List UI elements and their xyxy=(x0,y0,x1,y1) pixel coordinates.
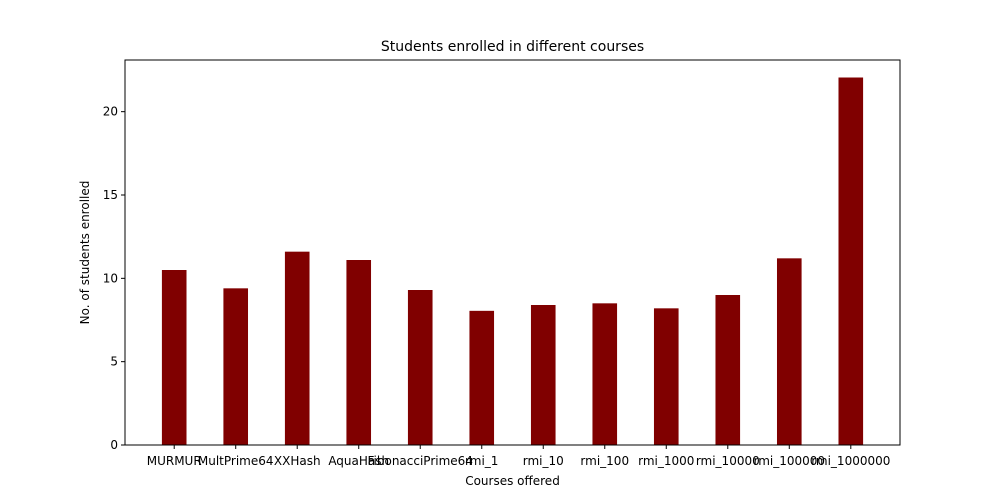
bar-rmi_100000 xyxy=(776,258,802,445)
x-tick-label: rmi_1 xyxy=(465,454,498,468)
bar-rmi_1 xyxy=(469,310,495,445)
x-tick-label: rmi_1000000 xyxy=(811,454,890,468)
bar-MURMUR xyxy=(161,270,187,445)
y-tick-label: 15 xyxy=(103,188,118,202)
x-tick-label: AquaHash xyxy=(328,454,389,468)
bar-rmi_100 xyxy=(592,303,618,445)
chart-title: Students enrolled in different courses xyxy=(381,39,644,55)
bar-XXHash xyxy=(284,251,310,445)
bar-rmi_1000000 xyxy=(838,77,864,445)
bar-FibonacciPrime64 xyxy=(407,290,433,445)
y-tick-label: 5 xyxy=(110,355,118,369)
x-tick-label: MultPrime64 xyxy=(198,454,274,468)
y-tick-label: 0 xyxy=(110,438,118,452)
plot-frame xyxy=(124,59,901,446)
bar-rmi_1000 xyxy=(653,308,679,445)
y-axis: 0 5 10 15 20 xyxy=(103,105,125,452)
y-tick-label: 10 xyxy=(103,271,118,285)
x-tick-label: XXHash xyxy=(274,454,321,468)
y-axis-label: No. of students enrolled xyxy=(78,181,92,325)
bar-rmi_10000 xyxy=(715,295,741,445)
bar-AquaHash xyxy=(346,260,372,445)
x-axis-label: Courses offered xyxy=(465,474,560,488)
bar-rmi_10 xyxy=(530,305,556,445)
bars-group xyxy=(161,77,864,445)
x-tick-label: rmi_10 xyxy=(523,454,564,468)
x-tick-label: rmi_10000 xyxy=(696,454,760,468)
x-tick-label: MURMUR xyxy=(147,454,202,468)
x-tick-label: rmi_1000 xyxy=(638,454,694,468)
bar-MultPrime64 xyxy=(223,288,249,445)
x-tick-label: FibonacciPrime64 xyxy=(368,454,473,468)
x-tick-label: rmi_100 xyxy=(580,454,629,468)
x-tick-label: rmi_100000 xyxy=(754,454,826,468)
y-tick-label: 20 xyxy=(103,105,118,119)
